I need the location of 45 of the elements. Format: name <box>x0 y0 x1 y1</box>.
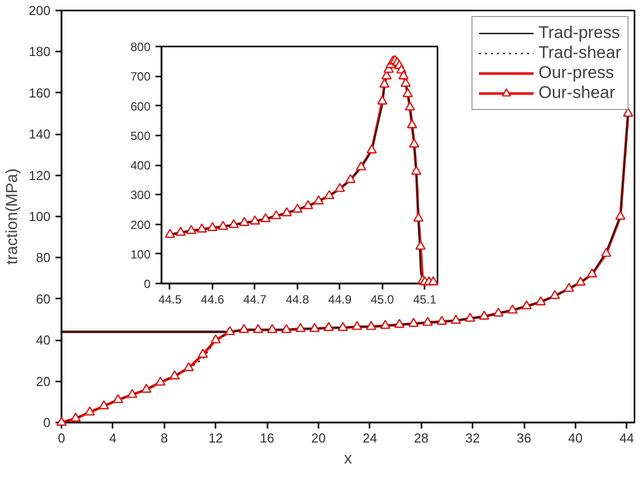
legend-label: Trad-press <box>538 23 620 43</box>
y-tick-label: 800 <box>130 40 151 54</box>
x-tick-label: 45.1 <box>413 292 437 306</box>
legend-label: Our-press <box>538 63 614 83</box>
x-tick-label: 44.7 <box>243 292 267 306</box>
y-tick-label: 400 <box>130 158 151 172</box>
y-tick-label: 0 <box>144 277 151 291</box>
x-tick-label: 32 <box>465 430 480 446</box>
y-tick-label: 600 <box>130 99 151 114</box>
x-tick-label: 44.5 <box>158 292 182 306</box>
x-tick-label: 28 <box>414 430 428 446</box>
x-tick-label: 44 <box>620 430 634 446</box>
y-tick-label: 100 <box>130 247 151 262</box>
x-tick-label: 12 <box>208 430 223 446</box>
y-tick-label: 120 <box>28 168 51 183</box>
x-tick-label: 16 <box>260 430 274 446</box>
y-tick-label: 180 <box>28 44 51 60</box>
y-tick-label: 40 <box>36 332 51 348</box>
y-tick-label: 200 <box>130 218 151 232</box>
x-tick-label: 44.9 <box>328 292 352 306</box>
y-tick-label: 0 <box>43 415 51 430</box>
x-tick-label: 44.8 <box>286 292 310 306</box>
x-tick-label: 8 <box>160 430 168 446</box>
legend-label: Our-shear <box>538 83 616 103</box>
y-tick-label: 160 <box>28 85 51 100</box>
x-tick-label: 44.6 <box>200 292 224 306</box>
y-tick-label: 700 <box>130 70 151 84</box>
y-axis-title: traction(MPa) <box>4 168 21 265</box>
y-tick-label: 200 <box>28 3 51 18</box>
x-axis-title: x <box>344 450 352 468</box>
x-tick-label: 45.0 <box>370 292 394 306</box>
y-tick-label: 20 <box>36 374 51 389</box>
y-tick-label: 300 <box>130 188 151 202</box>
legend-label: Trad-shear <box>538 43 621 63</box>
y-tick-label: 60 <box>36 291 51 306</box>
x-tick-label: 40 <box>568 430 583 446</box>
y-tick-label: 140 <box>28 126 51 142</box>
y-tick-label: 80 <box>36 250 51 266</box>
x-tick-label: 0 <box>58 430 66 446</box>
x-tick-label: 24 <box>362 430 378 446</box>
x-tick-label: 36 <box>516 430 532 446</box>
x-tick-label: 20 <box>311 430 326 446</box>
y-tick-label: 500 <box>130 128 151 143</box>
y-tick-label: 100 <box>28 209 51 224</box>
x-tick-label: 4 <box>109 430 117 446</box>
